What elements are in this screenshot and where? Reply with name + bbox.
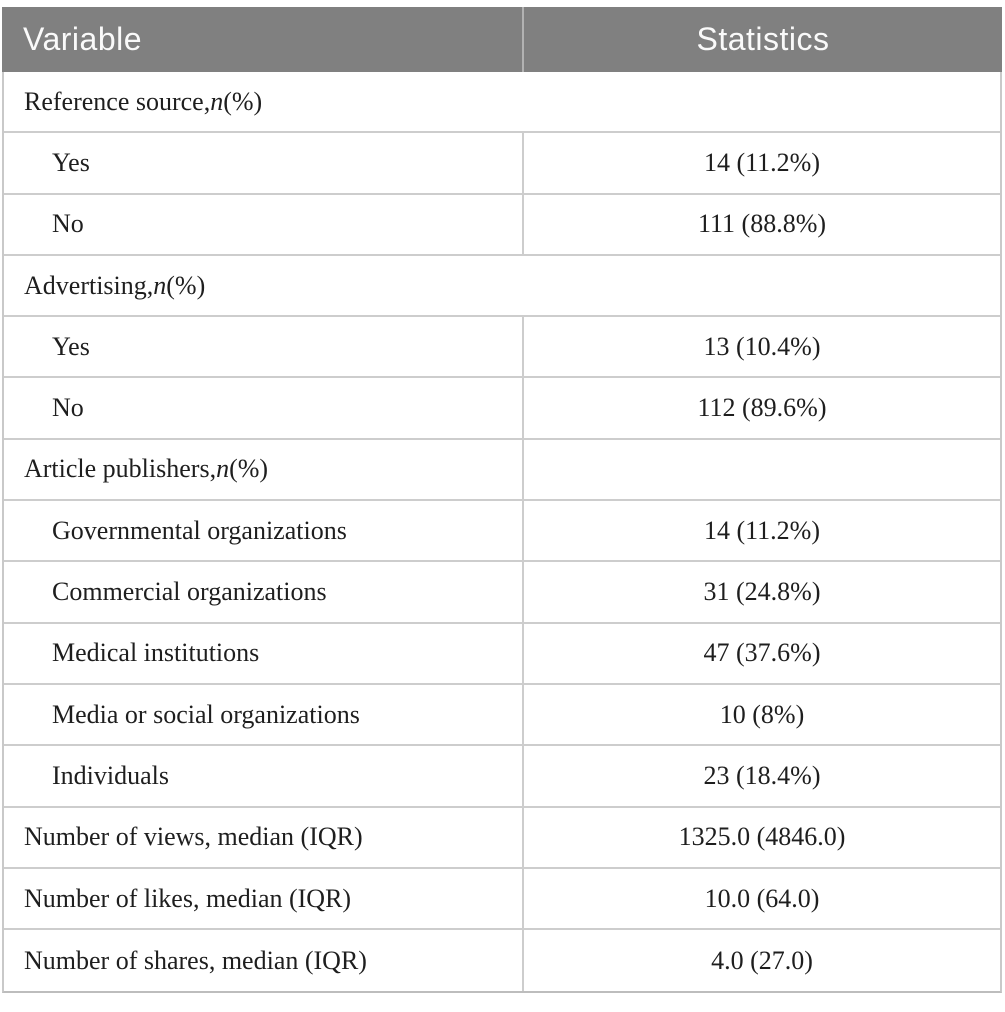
row-value: 4.0 (27.0) — [522, 930, 1000, 992]
row-value: 23 (18.4%) — [522, 746, 1000, 806]
row-value: 111 (88.8%) — [522, 194, 1000, 254]
row-value-empty — [522, 439, 1000, 500]
label-part: Advertising, — [24, 270, 154, 300]
row-governmental-organizations: Governmental organizations 14 (11.2%) — [4, 501, 1000, 563]
row-value: 31 (24.8%) — [522, 562, 1000, 622]
row-label: Governmental organizations — [52, 515, 347, 545]
row-value: 112 (89.6%) — [522, 378, 1000, 438]
row-label: Yes — [52, 147, 90, 177]
row-value: 10 (8%) — [522, 684, 1000, 745]
row-label: Individuals — [52, 760, 169, 790]
table-header-row: Variable Statistics — [2, 7, 1002, 72]
row-commercial-organizations: Commercial organizations 31 (24.8%) — [4, 562, 1000, 624]
row-value: 1325.0 (4846.0) — [522, 807, 1000, 867]
header-cell-statistics: Statistics — [522, 7, 1002, 72]
label-part: Reference source, — [24, 86, 211, 116]
header-label-variable: Variable — [23, 21, 143, 57]
row-label: Medical institutions — [52, 638, 260, 668]
table-body: Reference source, n (%) Yes 14 (11.2%) N… — [2, 72, 1002, 994]
section-row-advertising: Advertising, n (%) — [4, 256, 1000, 318]
label-part: (%) — [223, 86, 263, 116]
label-part: Article publishers, — [24, 454, 217, 484]
label-part-italic-n: n — [153, 270, 167, 300]
label-part: (%) — [166, 270, 206, 300]
label-part-italic-n: n — [210, 86, 224, 116]
row-number-of-likes: Number of likes, median (IQR) 10.0 (64.0… — [4, 868, 1000, 931]
row-label: Yes — [52, 331, 90, 361]
row-number-of-shares: Number of shares, median (IQR) 4.0 (27.0… — [4, 930, 1000, 992]
row-advertising-yes: Yes 13 (10.4%) — [4, 317, 1000, 379]
row-media-or-social-organizations: Media or social organizations 10 (8%) — [4, 684, 1000, 747]
row-reference-source-yes: Yes 14 (11.2%) — [4, 133, 1000, 195]
row-individuals: Individuals 23 (18.4%) — [4, 746, 1000, 808]
label-part-italic-n: n — [216, 454, 230, 484]
row-number-of-views: Number of views, median (IQR) 1325.0 (48… — [4, 807, 1000, 869]
row-label: Number of views, median (IQR) — [24, 822, 363, 852]
statistics-table: Variable Statistics Reference source, n … — [2, 7, 1002, 994]
row-advertising-no: No 112 (89.6%) — [4, 378, 1000, 440]
section-label-article-publishers: Article publishers, n (%) — [4, 440, 522, 499]
row-value: 47 (37.6%) — [522, 623, 1000, 683]
section-row-article-publishers: Article publishers, n (%) — [4, 439, 1000, 502]
section-label-reference-source: Reference source, n (%) — [4, 72, 1000, 131]
row-value: 10.0 (64.0) — [522, 868, 1000, 929]
row-reference-source-no: No 111 (88.8%) — [4, 194, 1000, 256]
row-label: Commercial organizations — [52, 577, 327, 607]
row-label: Number of likes, median (IQR) — [24, 883, 352, 913]
row-value: 14 (11.2%) — [522, 501, 1000, 561]
row-value: 14 (11.2%) — [522, 133, 1000, 193]
row-label: Number of shares, median (IQR) — [24, 945, 367, 975]
header-cell-variable: Variable — [2, 7, 522, 72]
section-row-reference-source: Reference source, n (%) — [4, 72, 1000, 134]
row-medical-institutions: Medical institutions 47 (37.6%) — [4, 623, 1000, 685]
row-label: No — [52, 209, 84, 239]
row-label: Media or social organizations — [52, 699, 360, 729]
row-value: 13 (10.4%) — [522, 317, 1000, 377]
row-label: No — [52, 393, 84, 423]
label-part: (%) — [229, 454, 269, 484]
section-label-advertising: Advertising, n (%) — [4, 256, 1000, 315]
header-label-statistics: Statistics — [696, 21, 830, 57]
